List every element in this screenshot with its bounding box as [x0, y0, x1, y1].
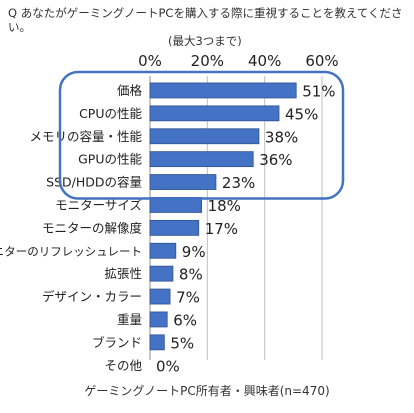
value-label: 5%	[170, 334, 194, 352]
category-label: メモリの容量・性能	[29, 129, 142, 144]
bars	[149, 82, 297, 351]
bar	[149, 82, 297, 99]
category-label: 拡張性	[104, 266, 142, 281]
bar	[149, 105, 280, 122]
bar	[149, 174, 217, 190]
x-tick-label: 0%	[138, 52, 162, 70]
value-labels: 51% 45% 38% 36%23% 18% 17% 9% 8% 7% 6% 5% 0%	[156, 82, 336, 375]
value-label: 9%	[182, 243, 206, 261]
bar	[149, 265, 174, 282]
question-line-2: (最大3つまで)	[168, 34, 242, 48]
value-label: 17%	[205, 220, 238, 238]
value-label: 38%	[265, 128, 298, 146]
bar	[149, 311, 168, 328]
highlight-frame	[58, 70, 345, 200]
bar	[149, 151, 254, 168]
x-tick-label: 60%	[305, 52, 338, 70]
category-label: モニターサイズ	[55, 197, 142, 212]
value-label: 8%	[179, 266, 203, 284]
category-label: ブランド	[92, 335, 142, 350]
value-label: 18%	[208, 197, 241, 215]
value-label: 6%	[173, 311, 197, 329]
category-label: モニターの解像度	[42, 220, 143, 235]
x-tick-label: 40%	[248, 52, 281, 70]
x-tick-labels: 0% 20% 40% 60%	[138, 52, 339, 70]
bar	[149, 219, 200, 236]
category-label: その他	[104, 358, 142, 373]
value-label: 23%	[222, 174, 255, 192]
bar	[149, 334, 165, 351]
value-label: 51%	[302, 82, 335, 100]
question-line-1: Q あなたがゲーミングノートPCを購入する際に重視することを教えてください。	[8, 6, 403, 34]
category-label: デザイン・カラー	[42, 289, 142, 304]
bar	[149, 288, 171, 305]
value-label: 45%	[285, 105, 318, 123]
bar	[149, 128, 260, 145]
category-label: 重量	[117, 312, 142, 327]
value-label: 36%	[259, 151, 292, 169]
sample-note: ゲーミングノートPC所有者・興味者(n=470)	[84, 384, 330, 398]
value-label: 0%	[156, 357, 180, 375]
category-label: モニターのリフレッシュレート	[0, 244, 142, 258]
category-label: CPUの性能	[79, 106, 142, 121]
category-label: GPUの性能	[78, 152, 142, 167]
question-text: Q あなたがゲーミングノートPCを購入する際に重視することを教えてください。 (…	[8, 6, 412, 48]
bar	[149, 242, 177, 259]
value-label: 7%	[176, 289, 200, 307]
category-label: SSD/HDDの容量	[46, 175, 142, 190]
category-label: 価格	[117, 83, 143, 98]
x-tick-label: 20%	[191, 52, 224, 70]
